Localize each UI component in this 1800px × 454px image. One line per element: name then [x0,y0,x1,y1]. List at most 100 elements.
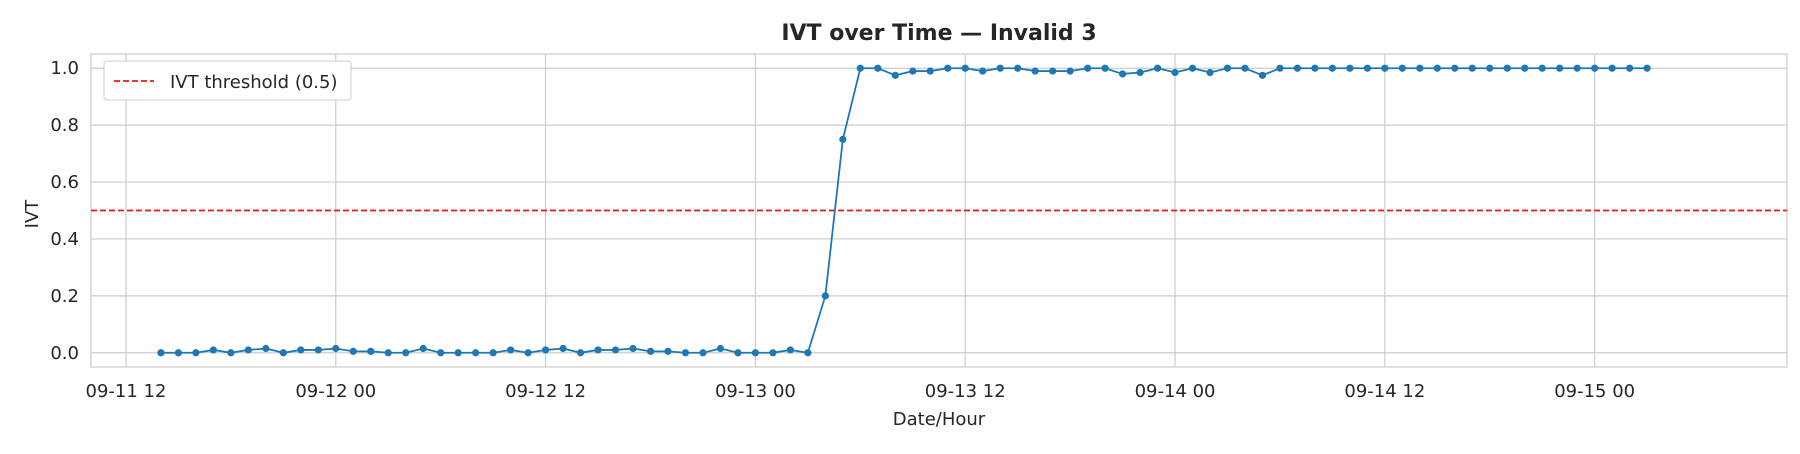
data-point [1503,64,1511,72]
y-tick-label: 0.4 [50,229,79,250]
data-point [944,64,952,72]
data-point [1381,64,1389,72]
data-point [227,349,235,357]
data-point [1643,64,1651,72]
data-point [174,349,183,357]
tick-labels: 0.0 0.2 0.4 0.6 0.8 1.0 09-11 12 09-12 00 09-12 … [50,58,1635,402]
x-tick-label: 09-14 12 [1344,381,1425,402]
data-point [244,346,252,354]
x-tick-label: 09-13 00 [715,381,796,402]
x-tick-label: 09-15 00 [1554,381,1635,402]
data-point [507,346,515,354]
data-point [419,344,427,353]
data-point [891,71,899,79]
data-point [629,344,637,353]
data-point [1416,64,1424,72]
data-point [734,349,742,357]
x-tick-label: 09-12 12 [505,381,586,402]
data-point [1328,64,1336,72]
data-point [1521,64,1529,72]
data-point [769,349,777,357]
data-point [209,346,217,354]
chart-title: IVT over Time — Invalid 3 [781,21,1096,46]
data-point [314,346,322,354]
data-point [279,349,287,357]
data-point [786,346,794,354]
data-point [1014,64,1022,72]
data-point [699,349,707,357]
y-tick-label: 0.0 [50,343,79,364]
data-point [332,344,340,353]
data-point [1049,67,1057,75]
data-point [821,292,829,300]
data-point [437,349,445,357]
data-point [1276,64,1284,72]
data-point [1486,64,1494,72]
legend-box [103,60,352,101]
data-point [524,349,532,357]
x-tick-label: 09-14 00 [1135,381,1216,402]
data-point [1188,64,1197,72]
data-point [1066,67,1074,75]
data-point [1591,64,1599,72]
data-point [839,135,847,143]
data-point [1031,67,1039,75]
data-point [384,349,392,357]
data-point [489,349,497,357]
data-point [926,67,934,75]
data-point [1293,64,1302,72]
data-point [1468,64,1476,72]
data-point [1433,64,1441,72]
x-tick-label: 09-12 00 [295,381,376,402]
data-point [1451,64,1459,72]
y-tick-label: 0.8 [50,115,79,136]
data-point [874,64,882,72]
y-tick-label: 0.2 [50,286,79,307]
data-point [1346,64,1354,72]
y-axis-label: IVT [22,199,43,229]
data-point [576,349,585,357]
data-point [157,349,165,357]
data-point [909,67,917,75]
data-point [1084,64,1092,72]
data-point [1538,64,1546,72]
legend: IVT threshold (0.5) [103,60,352,101]
data-point [1258,71,1267,79]
data-point [611,346,620,354]
data-point [1573,64,1581,72]
data-point [751,349,760,357]
data-point [979,67,987,75]
data-point [1118,70,1127,78]
data-point [1398,64,1406,72]
data-point [961,64,969,72]
y-tick-label: 1.0 [50,58,79,79]
data-point [1556,64,1564,72]
data-point [646,347,655,355]
data-point [804,349,812,357]
data-point [1101,64,1109,72]
legend-threshold-label: IVT threshold (0.5) [170,72,338,93]
series-layer [157,64,1651,357]
data-point [349,347,357,355]
data-point [1311,64,1319,72]
data-point [996,64,1004,72]
data-point [1136,68,1144,77]
data-point [856,64,864,72]
data-point [1223,64,1232,72]
data-point [367,347,375,355]
y-tick-label: 0.6 [50,172,79,193]
data-point [262,344,270,353]
data-point [1171,68,1179,77]
data-point [1626,64,1634,72]
data-point [297,346,305,354]
data-point [472,349,480,357]
data-point [1241,64,1249,72]
data-point [542,346,550,354]
data-point [1363,64,1371,72]
data-point [402,349,410,357]
data-point [192,349,200,357]
data-point [454,349,462,357]
data-point [681,349,690,357]
